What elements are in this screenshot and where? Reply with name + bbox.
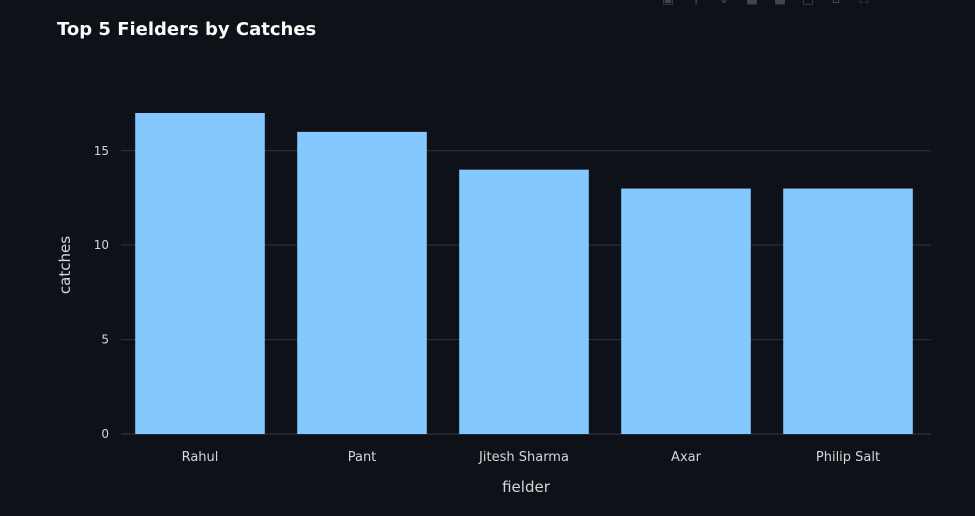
camera-icon[interactable]: ▣ — [660, 0, 676, 6]
bar[interactable] — [783, 188, 913, 434]
bars — [135, 112, 913, 435]
bar[interactable] — [297, 131, 427, 435]
chart-title: Top 5 Fielders by Catches — [57, 19, 316, 40]
x-tick-label: Philip Salt — [816, 450, 880, 465]
x-axis-ticks: Rahul Pant Jitesh Sharma Axar Philip Salt — [182, 450, 881, 465]
y-tick-label: 15 — [94, 144, 109, 158]
y-axis-title: catches — [56, 236, 74, 294]
x-tick-label: Rahul — [182, 450, 219, 465]
y-tick-label: 0 — [101, 427, 109, 441]
pan-icon[interactable]: ↕ — [716, 0, 732, 6]
x-tick-label: Pant — [348, 450, 377, 465]
x-axis-title: fielder — [502, 478, 551, 496]
y-tick-label: 10 — [94, 238, 109, 252]
bar[interactable] — [621, 188, 751, 434]
autoscale-icon[interactable]: □ — [800, 0, 816, 6]
y-tick-label: 5 — [101, 333, 109, 347]
bar[interactable] — [459, 169, 589, 434]
reset-axes-icon[interactable]: ⌂ — [828, 0, 844, 6]
zoom-icon[interactable]: ⚲ — [688, 0, 704, 6]
x-tick-label: Jitesh Sharma — [478, 450, 569, 465]
modebar: ▣ ⚲ ↕ ■ ■ □ ⌂ ⛶ — [660, 0, 872, 6]
zoom-out-icon[interactable]: ■ — [772, 0, 788, 6]
y-axis-ticks: 0 5 10 15 — [94, 144, 109, 441]
zoom-in-icon[interactable]: ■ — [744, 0, 760, 6]
x-tick-label: Axar — [671, 450, 702, 465]
bar[interactable] — [135, 112, 265, 434]
fullscreen-icon[interactable]: ⛶ — [856, 0, 872, 6]
